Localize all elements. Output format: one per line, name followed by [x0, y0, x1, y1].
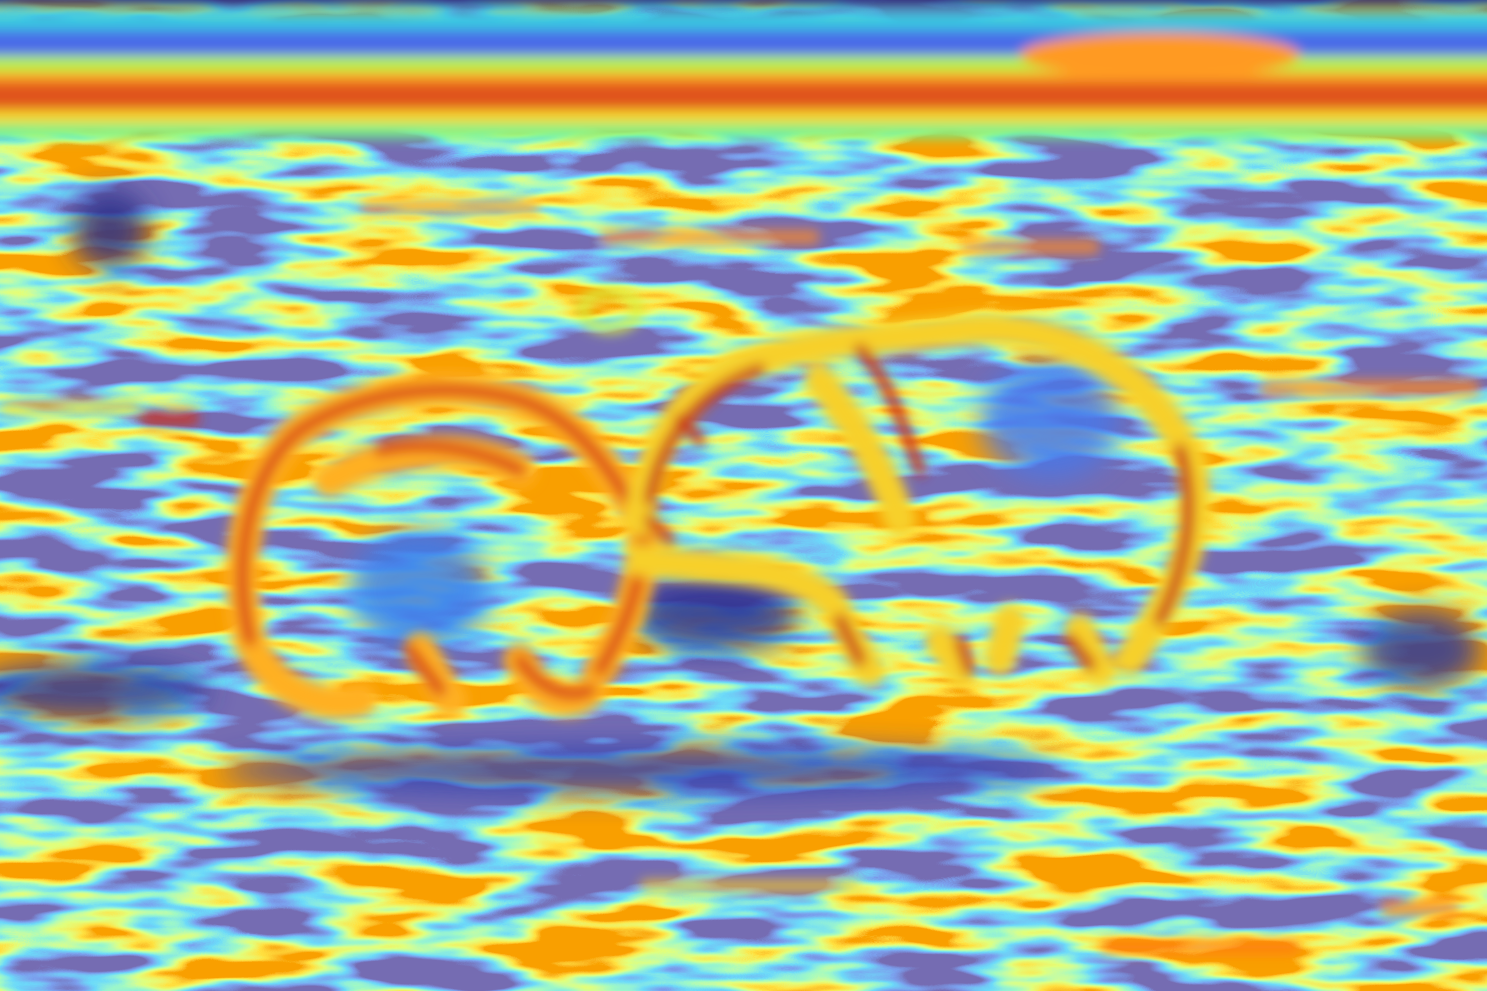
streak	[600, 230, 820, 244]
streak	[360, 200, 540, 214]
band	[0, 110, 1487, 124]
streak	[140, 410, 200, 426]
band	[0, 12, 1487, 30]
patch	[350, 530, 490, 650]
left-animal-edge	[236, 384, 649, 700]
streak	[960, 240, 1100, 254]
patch	[980, 360, 1120, 480]
head-ring	[577, 287, 643, 333]
band	[0, 124, 1487, 138]
top-bands	[0, 0, 1487, 138]
streak	[1380, 900, 1460, 916]
patch	[220, 745, 1060, 795]
patch	[0, 660, 210, 720]
streak	[640, 880, 860, 892]
animal-edges	[225, 287, 1212, 720]
patch	[630, 577, 800, 653]
streaks	[0, 200, 1480, 954]
patch	[70, 190, 150, 270]
band	[0, 0, 1487, 6]
dark-patches	[0, 190, 1480, 795]
right-animal-glow	[624, 312, 1212, 686]
band	[0, 82, 1487, 112]
streak	[0, 400, 140, 414]
right-animal-edge	[644, 344, 1195, 676]
streak	[1100, 940, 1300, 954]
patch	[1360, 610, 1480, 690]
blob	[1020, 33, 1300, 77]
streak	[1260, 380, 1480, 396]
